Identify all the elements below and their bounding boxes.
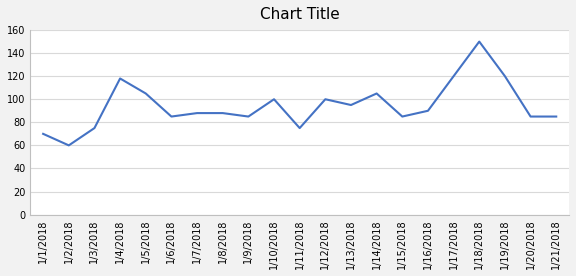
Title: Chart Title: Chart Title bbox=[260, 7, 340, 22]
